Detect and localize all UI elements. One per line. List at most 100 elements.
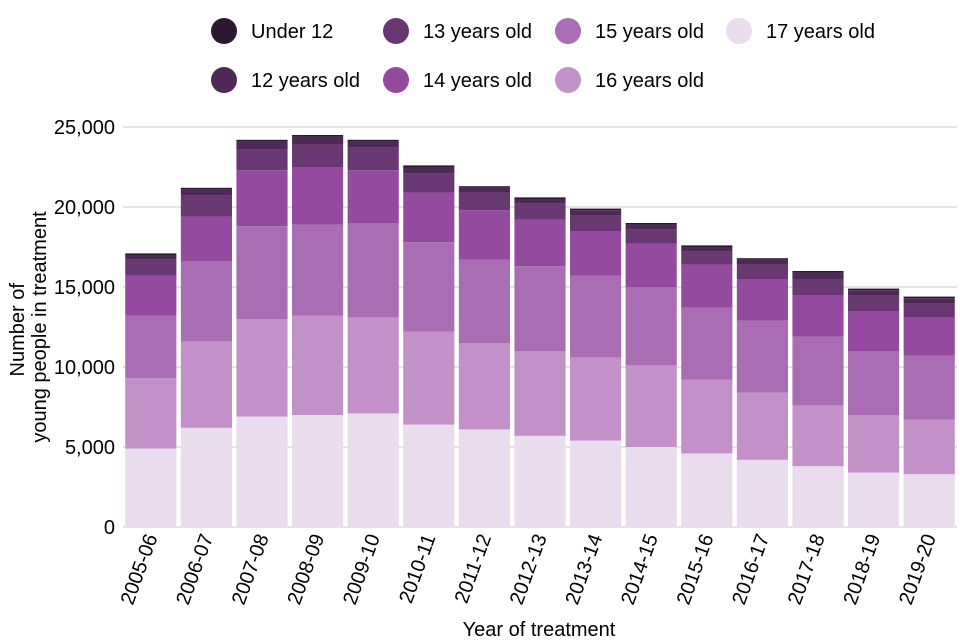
bar-2009-10-15-years-old xyxy=(347,223,399,318)
legend-item-17-years-old: 17 years old xyxy=(726,18,875,44)
bar-2016-17-17-years-old xyxy=(736,459,788,527)
bar-2009-10-12-years-old xyxy=(347,141,399,148)
y-tick-label: 20,000 xyxy=(54,197,115,219)
bar-2016-17-13-years-old xyxy=(736,264,788,279)
x-tick-label: 2005-06 xyxy=(117,531,163,608)
bar-2015-16-12-years-old xyxy=(681,247,733,252)
bar-2011-12-15-years-old xyxy=(458,259,510,343)
bar-2008-09-15-years-old xyxy=(292,224,344,316)
x-tick-label: 2007-08 xyxy=(228,531,274,608)
bar-2019-20-17-years-old xyxy=(903,474,955,527)
bar-2009-10-17-years-old xyxy=(347,413,399,527)
bar-2018-19-12-years-old xyxy=(848,290,900,295)
bar-2007-08-12-years-old xyxy=(236,141,288,150)
bar-2012-13-13-years-old xyxy=(514,203,566,220)
bar-2010-11-12-years-old xyxy=(403,167,455,174)
bar-2018-19-17-years-old xyxy=(848,472,900,527)
bar-2013-14-15-years-old xyxy=(570,275,622,358)
y-tick-label: 15,000 xyxy=(54,277,115,299)
bar-2018-19-16-years-old xyxy=(848,415,900,473)
legend-item-16-years-old: 16 years old xyxy=(555,67,704,93)
bar-2010-11-17-years-old xyxy=(403,424,455,527)
bar-2012-13-under-12 xyxy=(514,197,566,199)
bar-2006-07-13-years-old xyxy=(180,195,232,217)
legend-label: 13 years old xyxy=(423,21,532,43)
bar-2010-11-under-12 xyxy=(403,165,455,167)
legend-item-15-years-old: 15 years old xyxy=(555,18,704,44)
bar-2006-07-17-years-old xyxy=(180,427,232,527)
x-tick-label: 2011-12 xyxy=(451,531,496,606)
bar-2012-13-17-years-old xyxy=(514,435,566,527)
legend-item-12-years-old: 12 years old xyxy=(211,67,360,93)
legend-label: 12 years old xyxy=(251,70,360,92)
bar-2016-17-16-years-old xyxy=(736,392,788,460)
bar-2015-16-under-12 xyxy=(681,245,733,247)
legend-label: 16 years old xyxy=(595,70,704,92)
x-tick-label: 2019-20 xyxy=(895,531,941,608)
y-axis-title-line-2: young people in treatment xyxy=(29,211,51,443)
bar-2011-12-14-years-old xyxy=(458,210,510,260)
bar-2017-18-15-years-old xyxy=(792,336,844,406)
legend-swatch xyxy=(555,18,581,44)
x-tick-label: 2006-07 xyxy=(172,531,218,608)
x-tick-label: 2017-18 xyxy=(784,531,830,608)
bar-2005-06-13-years-old xyxy=(125,259,177,276)
bar-2011-12-under-12 xyxy=(458,186,510,188)
legend-swatch xyxy=(555,67,581,93)
bar-2017-18-17-years-old xyxy=(792,466,844,527)
bar-2008-09-14-years-old xyxy=(292,167,344,225)
bar-2008-09-under-12 xyxy=(292,135,344,137)
bar-2016-17-14-years-old xyxy=(736,279,788,321)
bar-2016-17-12-years-old xyxy=(736,259,788,265)
x-tick-label: 2015-16 xyxy=(673,531,719,608)
bar-2013-14-13-years-old xyxy=(570,215,622,231)
legend-swatch xyxy=(211,67,237,93)
x-tick-label: 2008-09 xyxy=(284,531,330,608)
y-tick-label: 10,000 xyxy=(54,357,115,379)
bar-2005-06-12-years-old xyxy=(125,255,177,260)
x-axis-ticks: 2005-06 2006-07 2007-08 2008-09 2009-10 2010-… xyxy=(117,531,941,608)
y-axis-title: Number of young people in treatment xyxy=(7,211,51,443)
bar-2007-08-14-years-old xyxy=(236,170,288,227)
bar-2011-12-16-years-old xyxy=(458,343,510,430)
bar-2009-10-13-years-old xyxy=(347,147,399,171)
bar-2016-17-under-12 xyxy=(736,258,788,260)
bar-2013-14-under-12 xyxy=(570,208,622,211)
bar-2018-19-15-years-old xyxy=(848,351,900,415)
legend-label: 15 years old xyxy=(595,21,704,43)
legend-label: 17 years old xyxy=(766,21,875,43)
bar-2005-06-16-years-old xyxy=(125,378,177,449)
bar-2016-17-15-years-old xyxy=(736,320,788,393)
x-tick-label: 2018-19 xyxy=(840,531,886,608)
legend-swatch xyxy=(726,18,752,44)
bar-2006-07-16-years-old xyxy=(180,341,232,428)
legend-swatch xyxy=(211,18,237,44)
legend-label: Under 12 xyxy=(251,21,333,43)
bar-2006-07-12-years-old xyxy=(180,189,232,196)
bar-2011-12-13-years-old xyxy=(458,192,510,211)
bar-2012-13-12-years-old xyxy=(514,199,566,204)
x-axis-title: Year of treatment xyxy=(463,619,616,640)
bar-2014-15-14-years-old xyxy=(625,243,677,287)
bar-2013-14-14-years-old xyxy=(570,231,622,276)
bar-2008-09-13-years-old xyxy=(292,144,344,167)
bar-2019-20-15-years-old xyxy=(903,355,955,420)
bar-2015-16-13-years-old xyxy=(681,251,733,265)
legend-swatch xyxy=(383,18,409,44)
bar-2014-15-16-years-old xyxy=(625,365,677,447)
bar-2019-20-under-12 xyxy=(903,296,955,299)
legend-swatch xyxy=(383,67,409,93)
bar-2017-18-under-12 xyxy=(792,271,844,273)
y-axis-title-line-1: Number of xyxy=(7,283,29,377)
bar-2014-15-12-years-old xyxy=(625,224,677,230)
y-tick-label: 5,000 xyxy=(65,437,115,459)
x-tick-label: 2014-15 xyxy=(617,531,663,608)
bar-2007-08-under-12 xyxy=(236,139,288,142)
bar-2015-16-16-years-old xyxy=(681,379,733,454)
bar-2013-14-17-years-old xyxy=(570,440,622,527)
bar-2019-20-16-years-old xyxy=(903,419,955,475)
bar-2010-11-16-years-old xyxy=(403,331,455,425)
x-tick-label: 2010-11 xyxy=(395,531,440,606)
bar-2014-15-13-years-old xyxy=(625,229,677,244)
